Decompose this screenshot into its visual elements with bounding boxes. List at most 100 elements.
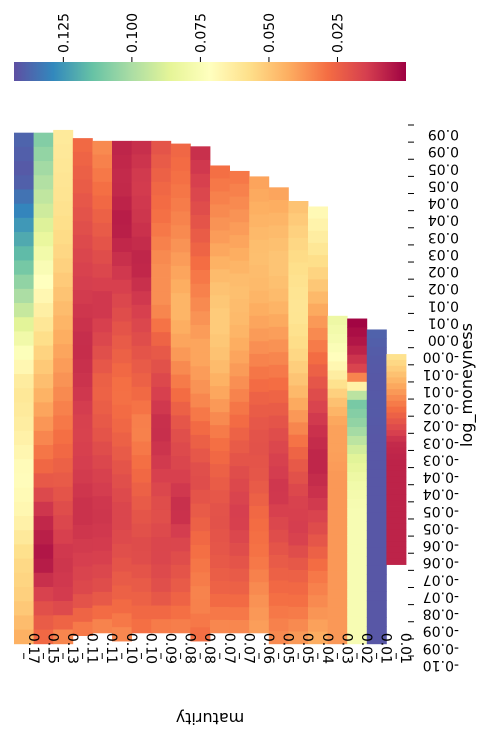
- heatmap-cell: [170, 401, 191, 416]
- heatmap-cell: [72, 221, 93, 236]
- heatmap-cell: [190, 379, 211, 395]
- heatmap-cell: [347, 417, 368, 428]
- heatmap-cell: [249, 265, 270, 279]
- heatmap-cell: [151, 550, 172, 565]
- heatmap-cell: [151, 523, 172, 538]
- heatmap-cell: [347, 426, 368, 437]
- heatmap-cell: [308, 570, 328, 584]
- heatmap-cell: [347, 399, 368, 410]
- heatmap-cell: [190, 489, 211, 505]
- maturity-tick-label: 0.07: [221, 633, 237, 664]
- heatmap-cell: [33, 331, 54, 347]
- heatmap-cell: [170, 157, 191, 172]
- heatmap-cell: [288, 360, 309, 374]
- heatmap-cell: [72, 179, 93, 194]
- heatmap-cell: [190, 462, 211, 477]
- heatmap-cell: [14, 288, 34, 304]
- heatmap-cell: [268, 466, 289, 480]
- heatmap-cell: [33, 572, 54, 588]
- heatmap-cell: [386, 447, 407, 454]
- maturity-tick-label: 0.11: [84, 633, 100, 664]
- heatmap-cell: [210, 541, 230, 556]
- heatmap-cell: [53, 244, 74, 259]
- heatmap-cell: [268, 567, 289, 581]
- heatmap-cell: [288, 508, 309, 522]
- heatmap-cell: [288, 619, 309, 632]
- heatmap-cell: [386, 517, 407, 525]
- heatmap-cell: [33, 288, 54, 304]
- heatmap-cell: [151, 455, 172, 470]
- heatmap-cell: [308, 473, 328, 487]
- heatmap-cell: [210, 347, 230, 361]
- heatmap-cell: [308, 522, 328, 535]
- heatmap-cell: [151, 619, 172, 634]
- heatmap-cell: [210, 412, 230, 426]
- heatmap-cell: [170, 143, 191, 158]
- heatmap-cell: [14, 317, 34, 332]
- heatmap-cell: [288, 471, 309, 485]
- heatmap-cell: [229, 620, 250, 634]
- heatmap-cell: [131, 496, 152, 511]
- heatmap-cell: [308, 340, 328, 353]
- heatmap-cell: [131, 168, 152, 183]
- heatmap-cell: [92, 250, 113, 265]
- heatmap-cell: [131, 304, 152, 319]
- heatmap-cell: [347, 336, 368, 347]
- heatmap-cell: [268, 491, 289, 505]
- heatmap-cell: [190, 160, 211, 175]
- heatmap-cell: [347, 481, 368, 491]
- heatmap-cell: [288, 213, 309, 226]
- heatmap-cell: [112, 293, 132, 308]
- heatmap-cell: [288, 274, 309, 288]
- log-moneyness-tick-label: -0.01: [423, 383, 459, 399]
- log-moneyness-tick-label: -0.00: [423, 349, 459, 365]
- heatmap-cell: [131, 578, 152, 593]
- heatmap-cell: [14, 203, 34, 219]
- heatmap-cell: [288, 582, 309, 595]
- heatmap-cell: [151, 222, 172, 237]
- heatmap-cell: [347, 508, 368, 518]
- heatmap-cell: [327, 352, 348, 362]
- heatmap-cell: [268, 212, 289, 226]
- heatmap-cell: [366, 399, 387, 409]
- heatmap-cell: [210, 490, 230, 504]
- heatmap-cell: [249, 531, 270, 545]
- heatmap-cell: [210, 178, 230, 192]
- heatmap-cell: [112, 307, 132, 322]
- heatmap-cell: [72, 262, 93, 277]
- heatmap-cell: [92, 619, 113, 634]
- heatmap-cell: [308, 558, 328, 572]
- heatmap-cell: [14, 388, 34, 403]
- heatmap-cell: [327, 479, 348, 490]
- heatmap-cell: [131, 277, 152, 292]
- heatmap-cell: [347, 345, 368, 356]
- heatmap-cell: [190, 242, 211, 257]
- heatmap-cell: [249, 594, 270, 608]
- heatmap-cell: [112, 474, 132, 489]
- heatmap-cell: [33, 430, 54, 446]
- heatmap-cell: [366, 329, 387, 339]
- heatmap-cell: [347, 318, 368, 328]
- colorbar-ticks: 0.125 0.100 0.075 0.050 0.025: [56, 13, 346, 62]
- heatmap-cell: [288, 373, 309, 386]
- log-moneyness-tick-label: 0.09: [428, 143, 459, 159]
- heatmap-cell: [190, 324, 211, 340]
- heatmap-cell: [53, 258, 74, 274]
- heatmap-cell: [308, 425, 328, 438]
- heatmap-cell: [327, 589, 348, 599]
- heatmap-cell: [53, 429, 74, 445]
- heatmap-cell: [131, 345, 152, 360]
- heatmap-cell: [92, 564, 113, 579]
- heatmap-cell: [386, 500, 407, 507]
- heatmap-cell: [229, 209, 250, 223]
- log-moneyness-tick-label: 0.02: [428, 263, 459, 279]
- heatmap-cell: [229, 247, 250, 262]
- heatmap-cell: [386, 453, 407, 460]
- heatmap-cell: [170, 320, 191, 335]
- heatmap-cell: [190, 256, 211, 271]
- heatmap-cell: [33, 146, 54, 162]
- heatmap-cell: [53, 372, 74, 388]
- heatmap-cell: [288, 606, 309, 620]
- heatmap-cell: [347, 454, 368, 464]
- heatmap-cell: [92, 345, 113, 360]
